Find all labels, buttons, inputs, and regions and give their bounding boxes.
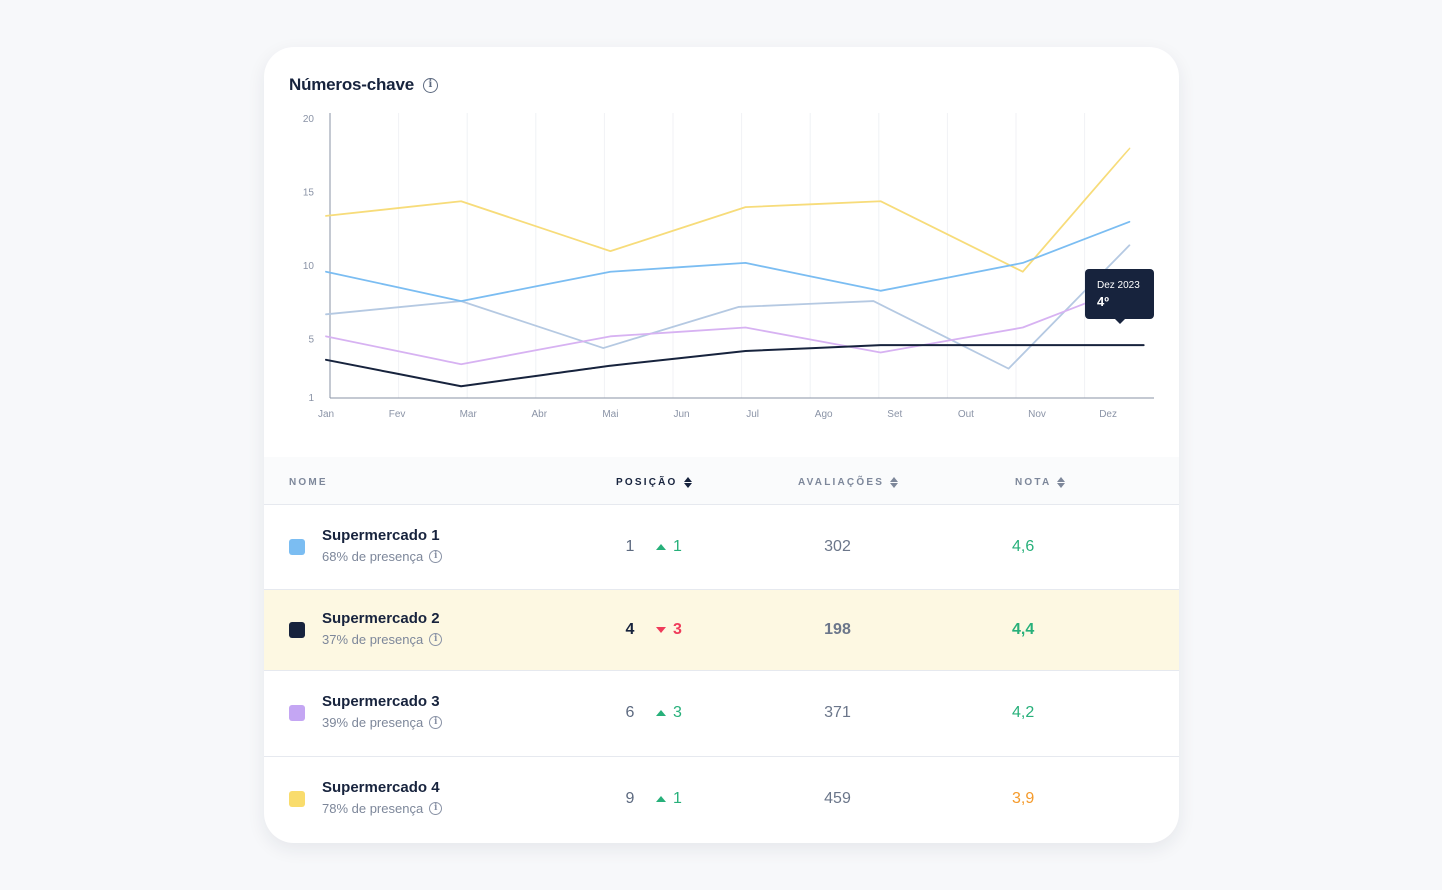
sort-icon[interactable] — [1057, 477, 1066, 488]
presence-value: 78% de presença — [322, 801, 424, 816]
column-header-reviews-label: AVALIAÇÕES — [798, 477, 885, 488]
info-icon[interactable]: i — [429, 802, 443, 815]
series-line — [325, 220, 1131, 302]
rating-value: 4,6 — [1012, 538, 1035, 555]
position-change: 3 — [656, 704, 682, 722]
y-tick-label: 15 — [303, 187, 315, 198]
position-change: 1 — [656, 538, 682, 556]
y-tick-label: 10 — [303, 261, 315, 272]
competitor-name-block: Supermercado 2 37% de presença i — [322, 610, 443, 647]
reviews-value: 459 — [824, 790, 851, 807]
x-tick-label: Nov — [1028, 409, 1046, 420]
column-header-name-label: NOME — [289, 477, 328, 488]
tooltip-label: Dez 2023 — [1097, 280, 1140, 291]
tooltip-pointer — [1115, 319, 1125, 324]
competitor-name-block: Supermercado 4 78% de presença i — [322, 779, 443, 816]
arrow-up-icon — [656, 796, 666, 802]
column-header-rating[interactable]: NOTA — [1015, 477, 1066, 488]
info-icon[interactable]: i — [429, 550, 443, 563]
card-title: Números-chave — [289, 75, 414, 94]
color-swatch — [289, 791, 305, 807]
position-value: 1 — [625, 538, 635, 555]
rating-value: 4,2 — [1012, 704, 1035, 721]
info-icon[interactable]: i — [422, 77, 438, 93]
competitor-name-block: Supermercado 3 39% de presença i — [322, 693, 443, 730]
presence-value: 37% de presença — [322, 632, 424, 647]
presence-text: 39% de presença i — [322, 715, 443, 730]
presence-value: 39% de presença — [322, 715, 424, 730]
y-tick-label: 5 — [308, 334, 314, 345]
competitor-name: Supermercado 1 — [322, 527, 440, 544]
reviews-value: 371 — [824, 704, 851, 721]
x-tick-label: Set — [887, 409, 902, 420]
x-tick-label: Out — [958, 409, 974, 420]
tooltip-box — [1085, 269, 1154, 319]
reviews-value: 198 — [824, 621, 851, 638]
presence-value: 68% de presença — [322, 549, 424, 564]
x-tick-label: Fev — [389, 409, 406, 420]
rating-value: 4,4 — [1012, 621, 1035, 638]
x-tick-label: Dez — [1099, 409, 1117, 420]
sort-icon[interactable] — [683, 477, 692, 488]
column-header-reviews[interactable]: AVALIAÇÕES — [798, 477, 899, 488]
x-tick-label: Jun — [673, 409, 689, 420]
key-numbers-card: 20 15 10 5 1 Jan Fev Mar Abr Mai Jun Jul Ago Set Out No… — [264, 47, 1179, 843]
competitor-name: Supermercado 4 — [322, 779, 440, 796]
y-tick-label: 1 — [308, 393, 314, 404]
arrow-up-icon — [656, 710, 666, 716]
arrow-down-icon — [656, 627, 666, 633]
competitor-name-block: Supermercado 1 68% de presença i — [322, 527, 443, 564]
color-swatch — [289, 539, 305, 555]
position-value: 9 — [625, 790, 635, 807]
position-change: 3 — [656, 621, 682, 639]
table-row[interactable]: Supermercado 1 68% de presença i 1 1 302 … — [264, 505, 1179, 590]
rating-value: 3,9 — [1012, 790, 1035, 807]
table-header: NOME POSIÇÃO AVALIAÇÕES NOTA — [264, 457, 1179, 505]
series-line — [325, 147, 1131, 273]
series-line — [325, 344, 1145, 388]
position-change-value: 3 — [673, 704, 682, 721]
y-tick-label: 20 — [303, 114, 315, 125]
column-header-position-label: POSIÇÃO — [616, 477, 678, 488]
presence-text: 68% de presença i — [322, 549, 443, 564]
sort-icon[interactable] — [890, 477, 899, 488]
x-tick-label: Mar — [460, 409, 478, 420]
table-row[interactable]: Supermercado 4 78% de presença i 9 1 459 … — [264, 757, 1179, 843]
color-swatch — [289, 705, 305, 721]
position-value: 4 — [625, 621, 635, 638]
series-line — [325, 285, 1131, 366]
tooltip-value: 4º — [1097, 294, 1109, 309]
table-row[interactable]: Supermercado 3 39% de presença i 6 3 371 … — [264, 671, 1179, 757]
x-tick-label: Abr — [532, 409, 548, 420]
position-value: 6 — [625, 704, 635, 721]
color-swatch — [289, 622, 305, 638]
x-tick-label: Jul — [746, 409, 759, 420]
card-header: Números-chave i — [289, 75, 438, 95]
column-header-rating-label: NOTA — [1015, 477, 1052, 488]
position-change-value: 1 — [673, 538, 682, 555]
reviews-value: 302 — [824, 538, 851, 555]
position-change-value: 1 — [673, 790, 682, 807]
info-icon[interactable]: i — [429, 716, 443, 729]
column-header-name: NOME — [289, 477, 328, 488]
position-change: 1 — [656, 790, 682, 808]
x-tick-label: Jan — [318, 409, 334, 420]
column-header-position[interactable]: POSIÇÃO — [616, 477, 692, 488]
competitor-name: Supermercado 2 — [322, 610, 440, 627]
presence-text: 37% de presença i — [322, 632, 443, 647]
presence-text: 78% de presença i — [322, 801, 443, 816]
competitor-name: Supermercado 3 — [322, 693, 440, 710]
x-tick-label: Mai — [602, 409, 618, 420]
line-chart: 20 15 10 5 1 Jan Fev Mar Abr Mai Jun Jul Ago Set Out No… — [303, 113, 1154, 420]
x-tick-label: Ago — [815, 409, 833, 420]
arrow-up-icon — [656, 544, 666, 550]
position-change-value: 3 — [673, 621, 682, 638]
info-icon[interactable]: i — [429, 633, 443, 646]
table-row-highlighted[interactable]: Supermercado 2 37% de presença i 4 3 198 … — [264, 590, 1179, 671]
